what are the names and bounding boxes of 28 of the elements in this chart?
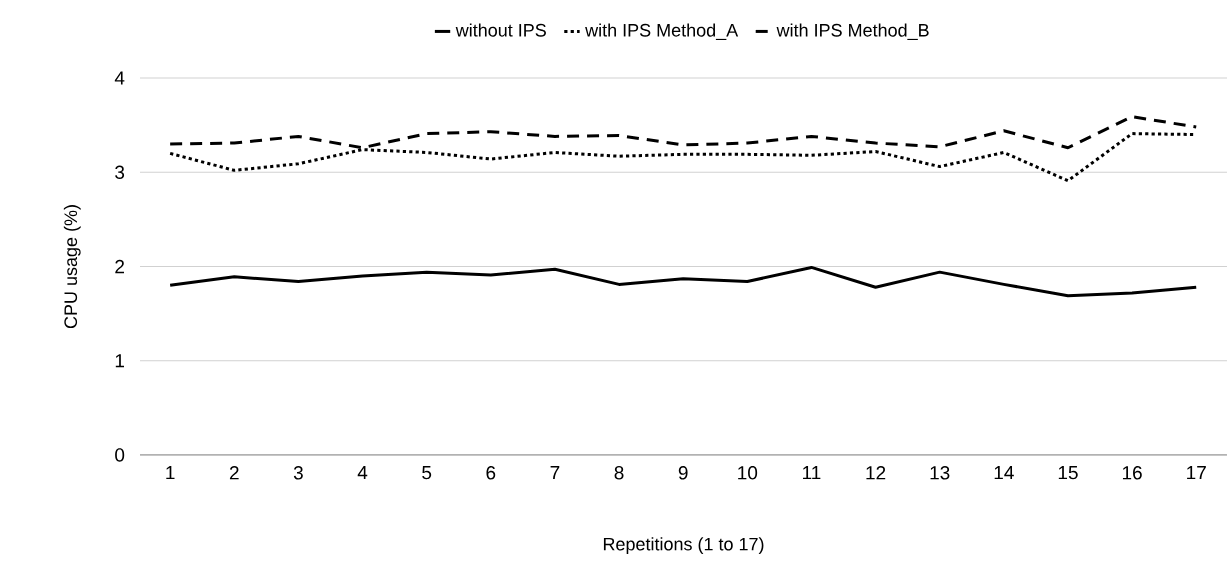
y-tick-label: 0 <box>115 448 125 462</box>
y-tick-label: 3 <box>115 165 125 179</box>
legend-label: without IPS <box>455 23 546 37</box>
x-tick-label: 9 <box>678 466 688 480</box>
line-series <box>168 265 1198 298</box>
legend-label: with IPS Method_B <box>776 23 929 41</box>
x-tick-label: 7 <box>550 466 560 480</box>
y-axis-title: CPU usage (%) <box>63 205 81 329</box>
x-tick-label: 13 <box>930 466 950 480</box>
x-tick-label: 15 <box>1058 466 1078 480</box>
y-tick-label: 1 <box>115 354 125 368</box>
x-tick-label: 16 <box>1122 466 1142 480</box>
x-tick-label: 6 <box>486 466 496 480</box>
y-tick-label: 4 <box>114 71 125 85</box>
x-tick-label: 2 <box>229 466 239 480</box>
x-tick-label: 11 <box>803 466 821 480</box>
x-tick-label: 8 <box>614 466 624 480</box>
x-tick-label: 17 <box>1187 466 1206 480</box>
y-tick-label: 2 <box>115 259 125 274</box>
x-tick-label: 10 <box>738 466 758 480</box>
x-tick-label: 12 <box>866 466 886 480</box>
x-tick-label: 5 <box>422 466 432 480</box>
x-tick-label: 1 <box>166 466 175 480</box>
x-tick-label: 14 <box>994 466 1014 480</box>
x-axis-title: Repetitions (1 to 17) <box>603 537 764 555</box>
x-tick-label: 4 <box>357 466 368 480</box>
legend-label: with IPS Method_A <box>585 23 739 41</box>
x-tick-label: 3 <box>293 466 303 480</box>
